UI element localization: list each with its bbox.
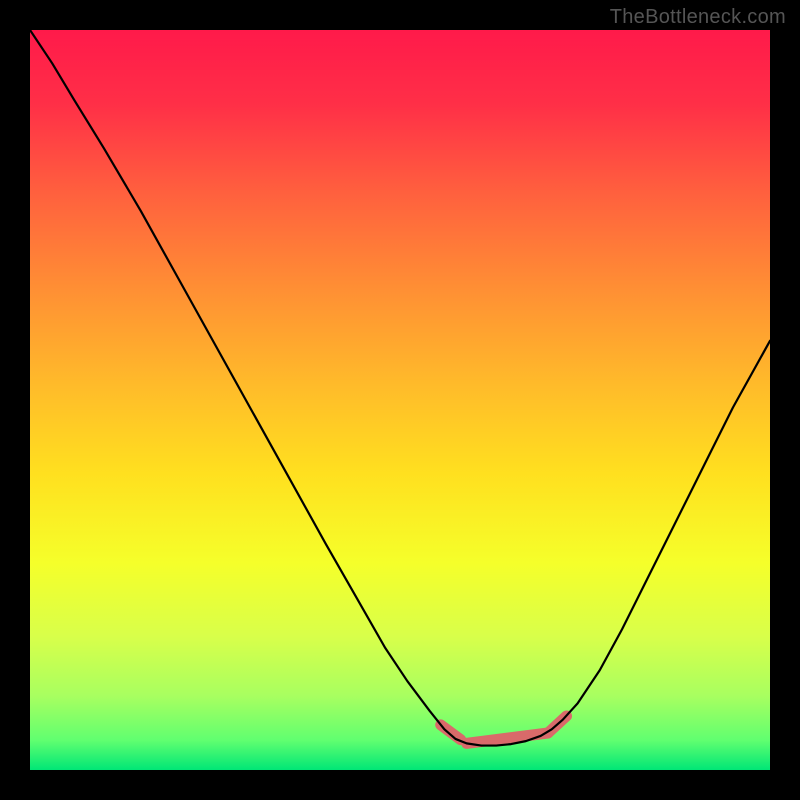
watermark-text: TheBottleneck.com: [610, 6, 786, 29]
bottleneck-chart: [30, 30, 770, 770]
chart-svg: [30, 30, 770, 770]
gradient-background: [30, 30, 770, 770]
